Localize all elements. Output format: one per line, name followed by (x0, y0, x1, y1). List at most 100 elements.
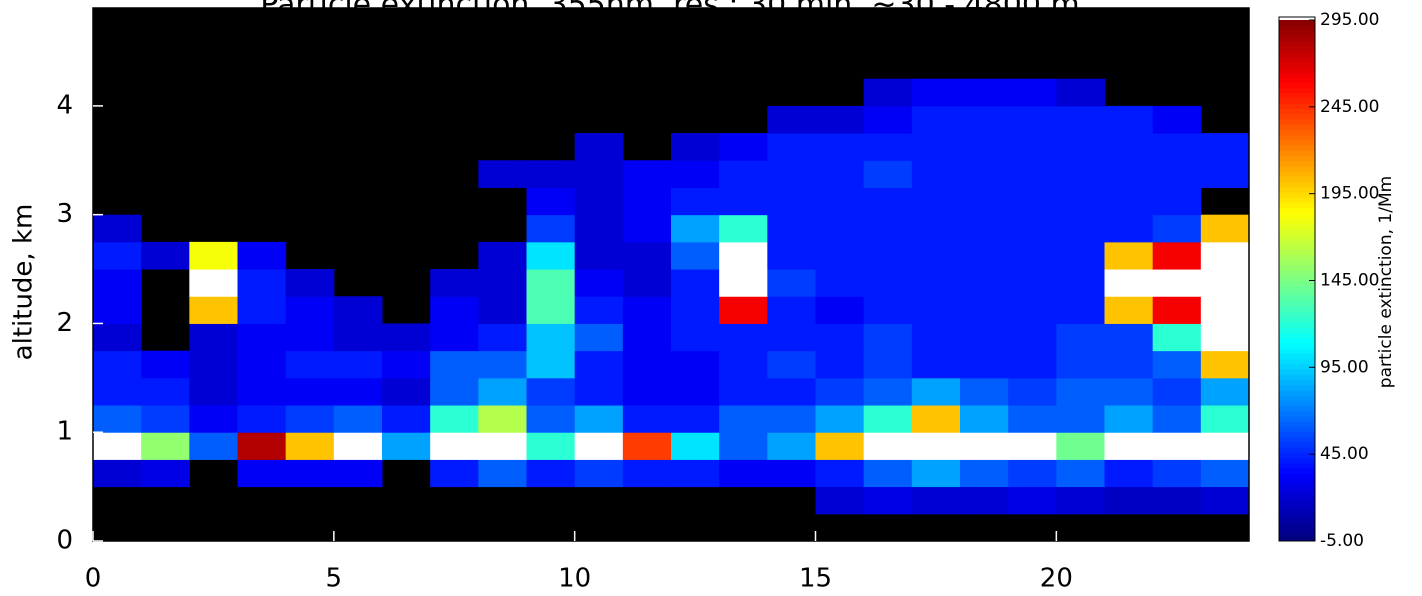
colorbar-segment (1279, 118, 1315, 125)
heatmap-cell (815, 377, 865, 406)
heatmap-cell (911, 214, 961, 243)
heatmap-cell (767, 432, 816, 460)
heatmap-cell (1200, 459, 1249, 488)
heatmap-cell (478, 405, 527, 433)
heatmap-cell (719, 241, 768, 270)
heatmap-cell (1200, 486, 1249, 515)
heatmap-cell (1056, 486, 1105, 515)
heatmap-cell (719, 323, 768, 352)
heatmap-cell (622, 269, 672, 297)
heatmap-cell (719, 350, 768, 379)
heatmap-cell (815, 432, 865, 460)
heatmap-cell (526, 323, 576, 352)
colorbar-segment (1279, 462, 1315, 469)
heatmap-cell (189, 350, 238, 379)
heatmap-cell (911, 241, 961, 270)
heatmap-cell (1200, 269, 1249, 297)
heatmap-cell (815, 405, 865, 433)
heatmap-cell (622, 160, 672, 188)
heatmap-cell (815, 214, 865, 243)
heatmap-cell (1104, 432, 1154, 460)
heatmap-cell (333, 350, 383, 379)
colorbar-segment (1279, 389, 1315, 396)
heatmap-cell (478, 241, 527, 270)
colorbar-segment (1279, 285, 1315, 292)
heatmap-cell (285, 405, 335, 433)
heatmap-cell (863, 78, 913, 107)
heatmap-cell (430, 296, 479, 324)
heatmap-cell (430, 405, 479, 433)
y-tick-label: 0 (56, 526, 73, 556)
colorbar-segment (1279, 473, 1315, 479)
heatmap-cell (1152, 105, 1202, 134)
heatmap-cell (719, 187, 768, 216)
colorbar-segment (1279, 207, 1315, 214)
heatmap-cell (1008, 105, 1057, 134)
heatmap-cell (93, 377, 142, 406)
heatmap-cell (1056, 405, 1105, 433)
heatmap-cell (430, 323, 479, 352)
heatmap-cell (671, 296, 720, 324)
colorbar-segment (1279, 442, 1315, 448)
colorbar-segment (1279, 51, 1315, 57)
colorbar-segment (1279, 301, 1315, 308)
heatmap-cell (767, 269, 816, 297)
heatmap-cell (478, 432, 527, 460)
heatmap-cell (430, 269, 479, 297)
heatmap-cell (767, 214, 816, 243)
heatmap-cell (863, 160, 913, 188)
heatmap-cell (237, 350, 287, 379)
heatmap-cell (1008, 459, 1057, 488)
heatmap-cell (1152, 432, 1202, 460)
heatmap-cell (93, 350, 142, 379)
heatmap-cell (960, 459, 1009, 488)
heatmap-cell (1008, 486, 1057, 515)
colorbar-segment (1279, 530, 1315, 537)
heatmap-cell (478, 459, 527, 488)
heatmap-cell (911, 187, 961, 216)
heatmap-cell (189, 241, 238, 270)
heatmap-cell (815, 105, 865, 134)
colorbar-segment (1279, 82, 1315, 89)
heatmap-cell (863, 105, 913, 134)
heatmap-cell (1200, 160, 1249, 188)
x-tick-label: 10 (558, 564, 591, 594)
colorbar-segment (1279, 259, 1315, 266)
heatmap-cell (863, 241, 913, 270)
heatmap-cell (622, 187, 672, 216)
heatmap-cell (189, 432, 238, 460)
heatmap-cell (382, 377, 431, 406)
heatmap-cell (1056, 187, 1105, 216)
heatmap-cell (526, 214, 576, 243)
heatmap-cell (622, 350, 672, 379)
heatmap-cell (93, 432, 142, 460)
heatmap-cell (1056, 432, 1105, 460)
colorbar-segment (1279, 447, 1315, 453)
heatmap-cell (1056, 269, 1105, 297)
heatmap-cell (574, 350, 624, 379)
heatmap-cell (960, 133, 1009, 161)
colorbar-segment (1279, 316, 1315, 323)
plot-frame (92, 7, 1250, 542)
colorbar-segment (1279, 395, 1315, 401)
colorbar-segment (1279, 191, 1315, 198)
colorbar-segment (1279, 415, 1315, 422)
colorbar-segment (1279, 488, 1315, 495)
heatmap-cell (1056, 133, 1105, 161)
heatmap-cell (719, 269, 768, 297)
heatmap-cell (960, 323, 1009, 352)
heatmap-cell (526, 350, 576, 379)
heatmap-cell (237, 323, 287, 352)
heatmap-cell (141, 350, 190, 379)
heatmap-cell (1200, 133, 1249, 161)
heatmap-cell (574, 459, 624, 488)
heatmap-cell (622, 459, 672, 488)
heatmap-cell (1056, 296, 1105, 324)
heatmap-cell (1008, 214, 1057, 243)
heatmap-cell (671, 269, 720, 297)
heatmap-cell (93, 405, 142, 433)
colorbar-segment (1279, 270, 1315, 276)
heatmap-cell (93, 214, 142, 243)
heatmap-cell (237, 377, 287, 406)
heatmap-cell (285, 350, 335, 379)
